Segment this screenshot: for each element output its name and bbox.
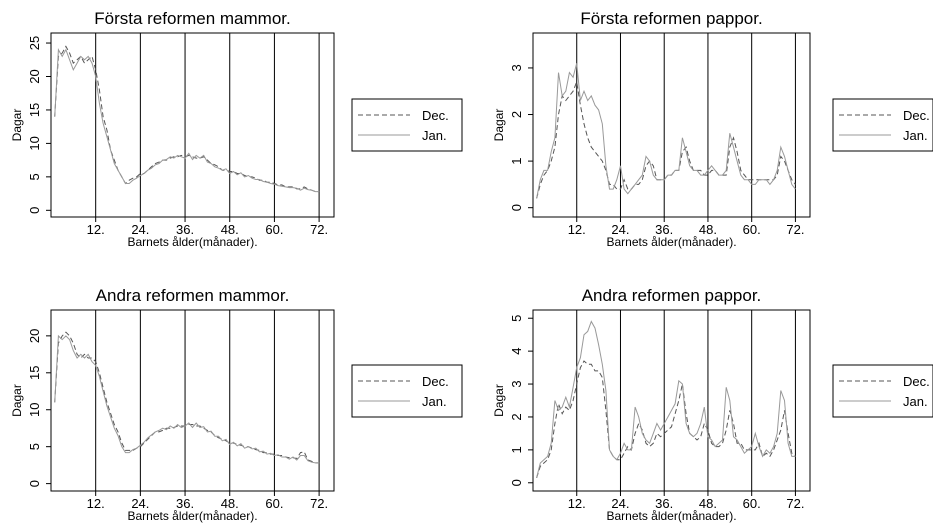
legend-label: Dec.	[903, 374, 930, 389]
y-tick-label: 5	[509, 315, 524, 322]
x-tick-label: 24.	[131, 222, 149, 237]
x-axis-label: Barnets ålder(månader).	[127, 509, 257, 523]
y-tick-label: 20	[27, 329, 42, 343]
y-tick-label: 15	[27, 366, 42, 380]
x-tick-label: 60.	[743, 496, 761, 511]
x-tick-label: 48.	[221, 496, 239, 511]
series-line-dec	[54, 331, 320, 464]
x-tick-label: 60.	[743, 222, 761, 237]
y-tick-label: 5	[27, 443, 42, 450]
y-tick-label: 2	[509, 111, 524, 118]
x-tick-label: 60.	[265, 222, 283, 237]
x-tick-label: 36.	[655, 222, 673, 237]
legend-box	[832, 98, 933, 152]
chart-title: Första reformen mammor.	[94, 9, 291, 28]
x-tick-label: 60.	[265, 496, 283, 511]
chart-forsta-pappor: Första reformen pappor. 12. 24. 36. 48. 60. 72…	[492, 9, 933, 249]
plot-frame	[50, 309, 335, 492]
x-axis-label: Barnets ålder(månader).	[127, 235, 257, 249]
chart-title: Första reformen pappor.	[580, 9, 762, 28]
legend-label: Dec.	[422, 374, 449, 389]
series-line-dec	[536, 360, 796, 478]
series-line-jan	[536, 320, 796, 478]
y-axis-label: Dagar	[10, 384, 24, 417]
x-tick-label: 24.	[131, 496, 149, 511]
x-tick-label: 12.	[87, 222, 105, 237]
plot-frame	[532, 32, 811, 218]
x-tick-label: 48.	[699, 222, 717, 237]
x-tick-label: 36.	[176, 496, 194, 511]
y-tick-label: 15	[27, 103, 42, 117]
chart-andra-mammor: Andra reformen mammor. 12. 24. 36. 48. 60. 72.…	[10, 286, 463, 523]
x-tick-label: 24.	[611, 496, 629, 511]
y-tick-label: 3	[509, 380, 524, 387]
x-tick-label: 72.	[786, 496, 804, 511]
series-line-dec	[536, 79, 796, 199]
x-tick-label: 36.	[655, 496, 673, 511]
chart-andra-pappor: Andra reformen pappor. 12. 24. 36. 48. 60. 72.…	[492, 286, 933, 523]
chart-title: Andra reformen pappor.	[582, 286, 762, 305]
y-tick-label: 4	[509, 348, 524, 355]
y-axis-label: Dagar	[10, 109, 24, 142]
legend-label: Dec.	[422, 108, 449, 123]
x-tick-label: 36.	[176, 222, 194, 237]
plot-frame	[532, 309, 811, 492]
legend-box	[351, 98, 463, 152]
x-tick-label: 48.	[699, 496, 717, 511]
x-tick-label: 72.	[786, 222, 804, 237]
y-tick-label: 10	[27, 136, 42, 150]
x-axis-label: Barnets ålder(månader).	[606, 235, 736, 249]
y-tick-label: 3	[509, 64, 524, 71]
y-axis-label: Dagar	[492, 384, 506, 417]
chart-forsta-mammor: Första reformen mammor. 12. 24. 36. 48. 60. 72…	[10, 9, 463, 249]
y-axis-label: Dagar	[492, 109, 506, 142]
x-tick-label: 12.	[87, 496, 105, 511]
chart-title: Andra reformen mammor.	[96, 286, 290, 305]
x-tick-label: 48.	[221, 222, 239, 237]
y-tick-label: 20	[27, 69, 42, 83]
legend-label: Jan.	[422, 128, 447, 143]
series-line-dec	[54, 45, 320, 193]
series-line-jan	[54, 47, 320, 193]
series-line-jan	[54, 334, 320, 464]
y-tick-label: 1	[509, 446, 524, 453]
legend-box	[351, 364, 463, 418]
series-line-jan	[536, 63, 796, 199]
legend-label: Jan.	[903, 394, 928, 409]
x-tick-label: 72.	[310, 496, 328, 511]
x-tick-label: 24.	[611, 222, 629, 237]
legend-label: Jan.	[422, 394, 447, 409]
y-tick-label: 1	[509, 157, 524, 164]
y-tick-label: 10	[27, 403, 42, 417]
plot-frame	[50, 32, 335, 218]
y-tick-label: 0	[509, 204, 524, 211]
y-tick-label: 25	[27, 36, 42, 50]
x-tick-label: 12.	[568, 222, 586, 237]
y-tick-label: 0	[509, 479, 524, 486]
y-tick-label: 0	[27, 207, 42, 214]
y-tick-label: 0	[27, 480, 42, 487]
legend-label: Dec.	[903, 108, 930, 123]
y-tick-label: 5	[27, 173, 42, 180]
legend-label: Jan.	[903, 128, 928, 143]
x-axis-label: Barnets ålder(månader).	[606, 509, 736, 523]
y-tick-label: 2	[509, 413, 524, 420]
x-tick-label: 12.	[568, 496, 586, 511]
x-tick-label: 72.	[310, 222, 328, 237]
legend-box	[832, 364, 933, 418]
